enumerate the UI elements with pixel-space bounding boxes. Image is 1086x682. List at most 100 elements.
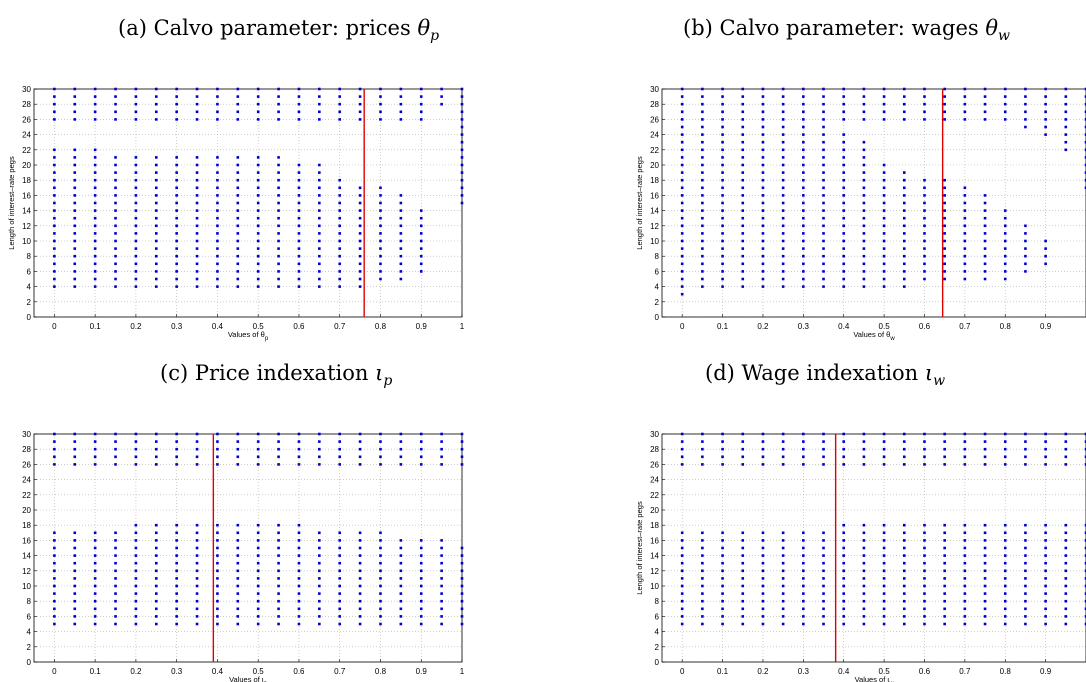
data-point: [741, 209, 745, 212]
data-point: [338, 254, 342, 258]
data-point: [1024, 599, 1027, 603]
data-point: [741, 577, 745, 580]
data-point: [134, 209, 138, 212]
data-point: [154, 239, 158, 243]
data-point: [680, 239, 684, 243]
data-point: [963, 102, 967, 106]
data-point: [379, 87, 382, 91]
data-point: [53, 615, 56, 618]
data-point: [1064, 140, 1068, 144]
data-point: [882, 186, 886, 190]
data-point: [741, 148, 745, 152]
data-point: [297, 102, 301, 106]
data-point: [236, 194, 240, 197]
data-point: [216, 209, 219, 212]
data-point: [822, 285, 825, 288]
data-point: [822, 171, 825, 174]
data-point: [338, 186, 342, 190]
data-point: [154, 163, 158, 167]
data-point: [983, 432, 987, 436]
data-point: [338, 262, 342, 266]
data-point: [175, 432, 178, 436]
data-point: [73, 599, 77, 603]
data-point: [882, 194, 886, 197]
data-point: [134, 554, 138, 557]
data-point: [277, 577, 280, 580]
data-point: [923, 455, 926, 459]
data-point: [134, 539, 138, 542]
data-point: [701, 546, 704, 550]
data-point: [236, 209, 240, 212]
data-point: [256, 622, 260, 626]
data-point: [680, 577, 684, 580]
data-point: [297, 622, 301, 626]
y-tick-label: 18: [22, 176, 31, 185]
data-point: [277, 201, 280, 205]
data-point: [680, 216, 684, 220]
data-point: [923, 607, 926, 611]
data-point: [1003, 523, 1007, 527]
data-point: [701, 569, 704, 573]
data-point: [882, 163, 886, 167]
data-point: [761, 95, 765, 98]
data-point: [195, 87, 199, 91]
data-point: [440, 455, 443, 459]
data-point: [93, 615, 97, 618]
data-point: [943, 239, 946, 243]
data-point: [721, 163, 724, 167]
data-point: [1044, 133, 1047, 136]
data-point: [73, 285, 77, 288]
data-point: [318, 531, 321, 535]
data-point: [842, 592, 846, 595]
data-point: [781, 262, 785, 266]
data-point: [1084, 447, 1086, 451]
data-point: [802, 148, 805, 152]
y-tick-label: 10: [22, 237, 31, 246]
data-point: [842, 232, 846, 235]
data-point: [154, 455, 158, 459]
data-point: [93, 194, 97, 197]
y-tick-label: 10: [650, 237, 659, 246]
data-point: [882, 455, 886, 459]
data-point: [902, 87, 906, 91]
data-point: [963, 463, 967, 466]
data-point: [114, 592, 117, 595]
data-point: [943, 523, 946, 527]
data-point: [277, 615, 280, 618]
data-point: [114, 440, 117, 443]
data-point: [297, 554, 301, 557]
data-point: [399, 584, 403, 588]
data-point: [680, 447, 684, 451]
data-point: [195, 554, 199, 557]
data-point: [943, 569, 946, 573]
data-point: [1064, 102, 1068, 106]
data-point: [277, 531, 280, 535]
data-point: [923, 615, 926, 618]
y-tick-label: 18: [650, 176, 659, 185]
data-point: [216, 163, 219, 167]
data-point: [256, 584, 260, 588]
data-point: [399, 262, 403, 266]
data-point: [822, 607, 825, 611]
data-point: [114, 216, 117, 220]
data-point: [1064, 577, 1068, 580]
data-point: [175, 561, 178, 565]
data-point: [781, 447, 785, 451]
data-point: [358, 531, 362, 535]
data-point: [73, 178, 77, 182]
data-point: [943, 584, 946, 588]
data-point: [93, 254, 97, 258]
y-tick-label: 24: [650, 131, 659, 140]
data-point: [216, 455, 219, 459]
data-point: [842, 569, 846, 573]
data-point: [1044, 554, 1047, 557]
data-point: [1044, 247, 1047, 250]
data-point: [338, 87, 342, 91]
data-point: [419, 554, 423, 557]
data-point: [338, 178, 342, 182]
data-point: [216, 569, 219, 573]
data-point: [822, 110, 825, 114]
data-point: [802, 599, 805, 603]
data-point: [741, 463, 745, 466]
data-point: [963, 186, 967, 190]
